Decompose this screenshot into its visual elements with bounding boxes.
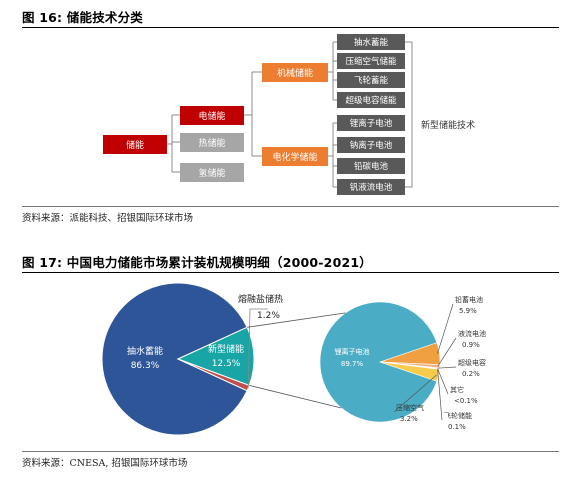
node-root-label: 储能: [126, 139, 144, 151]
pie-value-molten-salt: 1.2%: [257, 311, 280, 321]
tree-connectors: [167, 41, 413, 188]
pie-label-new-storage: 新型储能: [208, 343, 244, 355]
pie-label-other: 其它: [450, 385, 464, 394]
pie-value-compressed-air: 3.2%: [400, 415, 418, 423]
pie-label-lead-acid: 铅蓄电池: [455, 295, 483, 304]
pie-slice-new-slice-0: [319, 301, 438, 423]
leaf-sodium-ion-label: 钠离子电池: [350, 140, 393, 151]
leaf-flywheel-label: 飞轮蓄能: [354, 75, 389, 86]
leader-lead-acid: [437, 303, 454, 354]
leaf-lithium-ion-label: 锂离子电池: [350, 118, 393, 129]
pie-connector-top: [247, 312, 346, 328]
pie-label-lithium-ion: 锂离子电池: [335, 347, 370, 356]
leaf-flywheel: 飞轮蓄能: [337, 72, 405, 88]
figure-17-source: 资料来源：CNESA, 招银国际环球市场: [22, 458, 188, 469]
leaf-pumped-hydro-label: 抽水蓄能: [354, 37, 389, 48]
leader-supercapacitor: [437, 366, 457, 369]
leaf-compressed-air: 压缩空气储能: [337, 53, 405, 69]
figure-17-title: 图 17: 中国电力储能市场累计装机规模明细（2000-2021）: [22, 255, 372, 270]
node-electric-storage-label: 电储能: [198, 110, 225, 122]
storage-classification-diagram: 储能 电储能 热储能 氢储能 机械储能 电化学储能 抽水蓄能 压缩空气储能 飞轮…: [103, 34, 475, 195]
node-root: 储能: [103, 135, 167, 154]
leader-other: [437, 368, 449, 395]
pie-value-lead-acid: 5.9%: [459, 307, 477, 315]
source-rule: [22, 206, 559, 207]
pie-slice-slice-0: [101, 282, 248, 436]
node-mechanical-storage: 机械储能: [262, 63, 328, 82]
pie-chart-new-storage: 锂离子电池 89.7% 铅蓄电池 5.9% 液流电池 0.9% 超级电容 0.2% 其它 <0.1…: [319, 295, 486, 431]
pie-label-supercapacitor: 超级电容: [458, 358, 486, 367]
pie-value-flow-battery: 0.9%: [462, 341, 480, 349]
leaf-pumped-hydro: 抽水蓄能: [337, 34, 405, 50]
leaf-vanadium-flow-label: 钒液流电池: [350, 182, 393, 193]
pie-label-pumped-hydro: 抽水蓄能: [127, 345, 163, 357]
pie-value-supercapacitor: 0.2%: [462, 370, 480, 378]
leader-molten-salt: [247, 308, 268, 389]
pie-value-other: <0.1%: [454, 397, 478, 405]
figure-16-title: 图 16: 储能技术分类: [22, 10, 143, 25]
node-electrochemical-storage-label: 电化学储能: [272, 151, 317, 163]
leaf-lithium-ion: 锂离子电池: [337, 115, 405, 131]
node-electric-storage: 电储能: [180, 106, 244, 125]
pie-connector-bottom: [249, 385, 342, 409]
leaf-sodium-ion: 钠离子电池: [337, 137, 405, 153]
pie-chart-overall: 抽水蓄能 86.3% 新型储能 12.5% 熔融盐储热 1.2%: [101, 282, 283, 436]
pie-slice-slice-1: [176, 326, 255, 387]
leaf-compressed-air-label: 压缩空气储能: [345, 56, 397, 67]
pie-label-compressed-air: 压缩空气: [396, 403, 424, 412]
storage-capacity-pie-charts: 抽水蓄能 86.3% 新型储能 12.5% 熔融盐储热 1.2% 锂离子电池 89.7% 铅蓄…: [101, 282, 486, 436]
node-hydrogen-storage-label: 氢储能: [198, 167, 225, 179]
title-rule-2: [22, 272, 559, 273]
leader-flow-battery: [437, 337, 457, 367]
pie-value-new-storage: 12.5%: [212, 359, 241, 369]
pie-value-flywheel: 0.1%: [448, 423, 466, 431]
pie-value-pumped-hydro: 86.3%: [131, 361, 160, 371]
leaf-lead-carbon-label: 铅碳电池: [354, 161, 389, 172]
pie-value-lithium-ion: 89.7%: [341, 360, 364, 368]
pie-label-molten-salt: 熔融盐储热: [238, 293, 283, 305]
title-rule: [22, 27, 559, 28]
node-thermal-storage-label: 热储能: [198, 137, 225, 149]
leaf-vanadium-flow: 钒液流电池: [337, 179, 405, 195]
leaf-supercapacitor-label: 超级电容储能: [345, 95, 397, 106]
node-mechanical-storage-label: 机械储能: [277, 67, 313, 79]
pie-callouts: [247, 312, 346, 409]
new-storage-bracket-label: 新型储能技术: [421, 119, 475, 131]
pie-label-flywheel: 飞轮储能: [444, 411, 472, 420]
leaf-lead-carbon: 铅碳电池: [337, 158, 405, 174]
node-thermal-storage: 热储能: [180, 133, 244, 152]
node-hydrogen-storage: 氢储能: [180, 163, 244, 182]
node-electrochemical-storage: 电化学储能: [262, 147, 328, 166]
source-rule-2: [22, 451, 559, 452]
leaf-supercapacitor: 超级电容储能: [337, 92, 405, 108]
leader-compressed-air: [393, 374, 437, 413]
pie-label-flow-battery: 液流电池: [458, 329, 486, 338]
figure-16-source: 资料来源：派能科技、招银国际环球市场: [22, 213, 194, 224]
leader-flywheel: [437, 369, 443, 421]
